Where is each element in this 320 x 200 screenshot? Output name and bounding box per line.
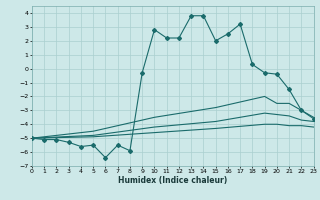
X-axis label: Humidex (Indice chaleur): Humidex (Indice chaleur) [118,176,228,185]
